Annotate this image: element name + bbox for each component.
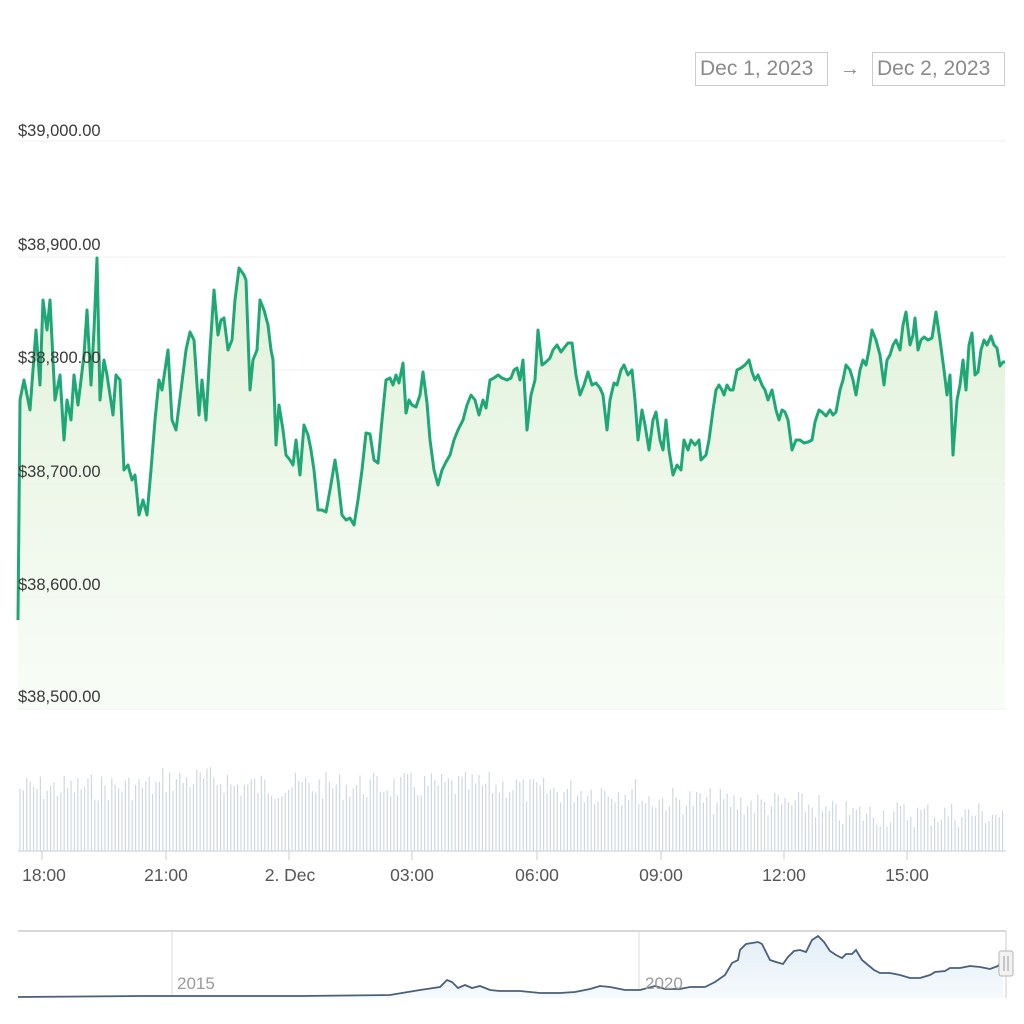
y-axis-label: $38,900.00 <box>18 236 101 254</box>
y-axis-label: $39,000.00 <box>18 122 101 140</box>
y-axis-label: $38,500.00 <box>18 688 101 706</box>
x-axis-label: 15:00 <box>885 865 929 885</box>
y-axis-label: $38,700.00 <box>18 463 101 481</box>
navigator-line <box>17 934 1004 998</box>
arrow-right-icon: → <box>840 57 860 80</box>
x-axis-label: 12:00 <box>762 865 806 885</box>
x-axis-label: 21:00 <box>144 865 188 885</box>
navigator-area <box>18 936 1003 998</box>
volume-bars <box>19 767 1004 851</box>
x-axis-ticks <box>41 851 908 860</box>
x-axis-label: 2. Dec <box>264 865 316 885</box>
navigator-handle[interactable] <box>998 950 1014 977</box>
navigator[interactable] <box>17 930 1014 998</box>
price-line <box>16 256 1005 621</box>
date-from-input[interactable]: Dec 1, 2023 <box>695 52 828 86</box>
y-axis-label: $38,600.00 <box>18 576 101 594</box>
price-area <box>18 258 1005 709</box>
x-axis-label: 03:00 <box>390 865 434 885</box>
date-range-selector: Dec 1, 2023 → Dec 2, 2023 <box>695 52 1005 86</box>
x-axis-label: 18:00 <box>22 865 66 885</box>
x-axis-label: 06:00 <box>515 865 559 885</box>
x-axis-label: 09:00 <box>639 865 683 885</box>
navigator-year-label: 2015 <box>177 974 215 993</box>
date-to-input[interactable]: Dec 2, 2023 <box>872 52 1005 86</box>
y-axis-label: $38,800.00 <box>18 349 101 367</box>
navigator-year-label: 2020 <box>645 974 683 993</box>
